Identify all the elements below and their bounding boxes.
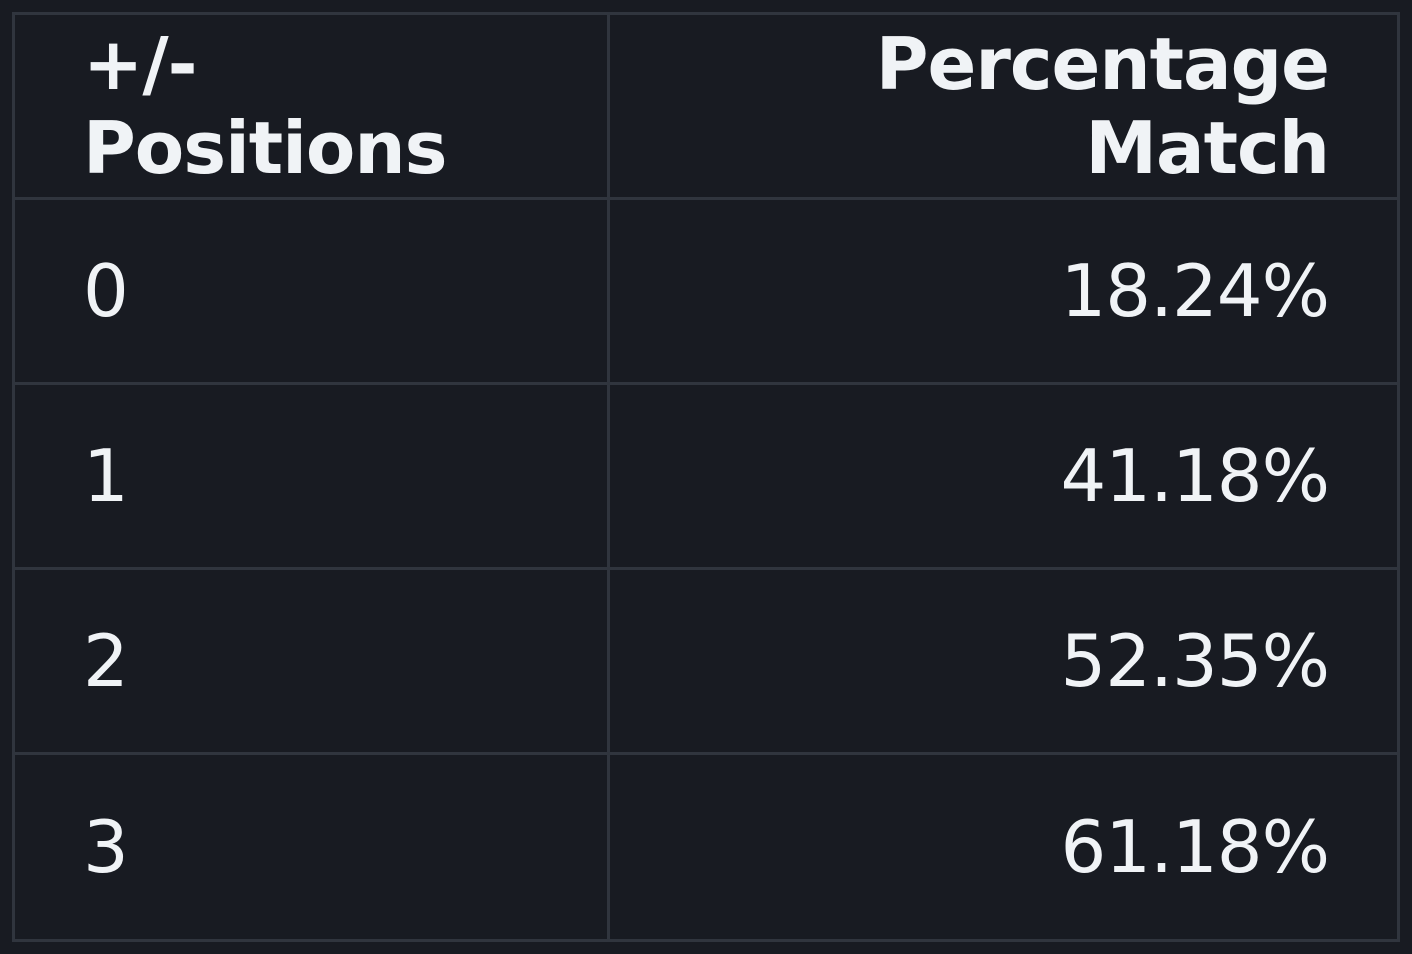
- percentage-cell: 61.18%: [606, 752, 1397, 939]
- column-header-positions: +/- Positions: [15, 15, 610, 200]
- table-row: 3 61.18%: [15, 752, 1397, 939]
- positions-cell: 0: [15, 196, 610, 385]
- table-row: 0 18.24%: [15, 196, 1397, 385]
- positions-cell: 3: [15, 752, 610, 939]
- results-table: +/- Positions Percentage Match 0 18.24% …: [15, 15, 1397, 939]
- positions-cell: 1: [15, 381, 610, 571]
- percentage-cell: 41.18%: [606, 381, 1397, 571]
- table-row: 2 52.35%: [15, 566, 1397, 756]
- column-header-percentage-match: Percentage Match: [606, 15, 1397, 200]
- table-row: 1 41.18%: [15, 381, 1397, 571]
- percentage-cell: 52.35%: [606, 566, 1397, 756]
- percentage-cell: 18.24%: [606, 196, 1397, 385]
- results-table-container: +/- Positions Percentage Match 0 18.24% …: [12, 12, 1400, 942]
- table-header-row: +/- Positions Percentage Match: [15, 15, 1397, 200]
- positions-cell: 2: [15, 566, 610, 756]
